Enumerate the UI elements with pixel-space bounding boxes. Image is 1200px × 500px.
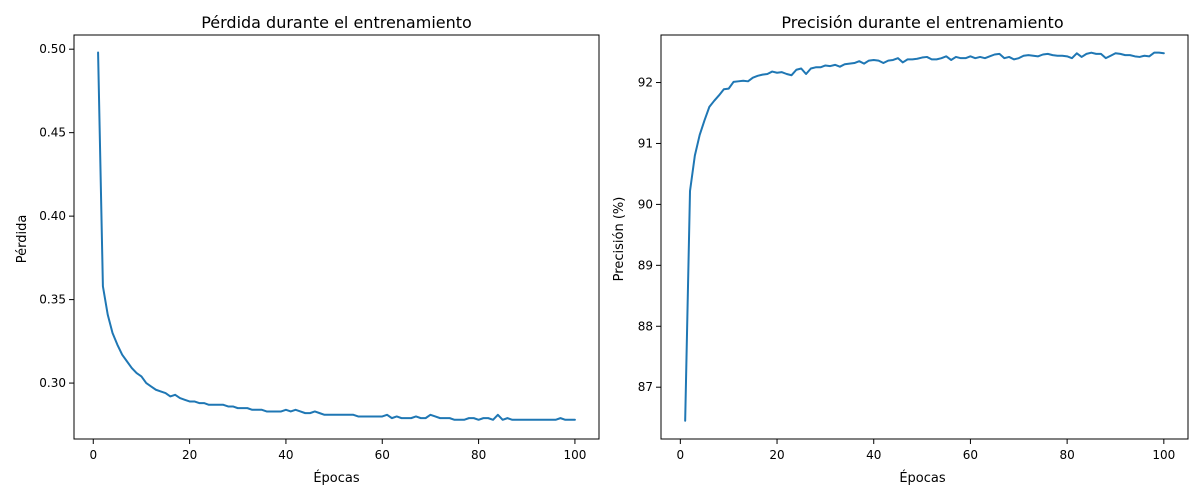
loss-y-tick-label: 0.45 — [39, 126, 66, 140]
loss-x-tick-label: 100 — [563, 448, 586, 462]
loss-x-tick-label: 60 — [375, 448, 390, 462]
accuracy-line — [684, 51, 1165, 422]
accuracy-x-tick-label: 60 — [963, 448, 978, 462]
loss-y-tick-label: 0.30 — [39, 376, 66, 390]
accuracy-y-tick-label: 90 — [638, 197, 653, 211]
loss-chart-ticks: 0 20 40 60 80 100 0.30 0.35 0.40 0.45 0.50 — [39, 42, 586, 462]
loss-y-tick-label: 0.40 — [39, 209, 66, 223]
loss-chart-title: Pérdida durante el entrenamiento — [201, 13, 472, 32]
accuracy-y-tick-label: 89 — [638, 258, 653, 272]
accuracy-chart-frame — [660, 34, 1189, 440]
accuracy-x-tick-label: 80 — [1059, 448, 1074, 462]
accuracy-chart-ticks: 0 20 40 60 80 100 87 88 89 90 91 92 — [638, 76, 1176, 462]
loss-chart-ylabel: Pérdida — [15, 215, 30, 264]
accuracy-chart: Precisión durante el entrenamiento Época… — [612, 13, 1189, 486]
accuracy-x-tick-label: 40 — [866, 448, 881, 462]
accuracy-y-tick-label: 91 — [638, 136, 653, 150]
loss-x-tick-label: 0 — [89, 448, 97, 462]
accuracy-x-tick-label: 0 — [677, 448, 685, 462]
loss-chart-frame — [73, 34, 600, 440]
accuracy-y-tick-label: 87 — [638, 380, 653, 394]
loss-x-tick-label: 80 — [471, 448, 486, 462]
accuracy-chart-xlabel: Épocas — [899, 470, 946, 486]
accuracy-chart-ylabel: Precisión (%) — [612, 197, 627, 282]
loss-x-tick-label: 40 — [278, 448, 293, 462]
loss-y-tick-label: 0.50 — [39, 42, 66, 56]
loss-line — [97, 51, 576, 421]
accuracy-y-tick-label: 92 — [638, 76, 653, 90]
loss-chart: Pérdida durante el entrenamiento Épocas … — [15, 13, 600, 486]
accuracy-chart-title: Precisión durante el entrenamiento — [781, 13, 1063, 32]
accuracy-x-tick-label: 100 — [1152, 448, 1175, 462]
loss-x-tick-label: 20 — [182, 448, 197, 462]
accuracy-y-tick-label: 88 — [638, 319, 653, 333]
accuracy-x-tick-label: 20 — [769, 448, 784, 462]
loss-chart-xlabel: Épocas — [313, 470, 360, 486]
loss-y-tick-label: 0.35 — [39, 293, 66, 307]
